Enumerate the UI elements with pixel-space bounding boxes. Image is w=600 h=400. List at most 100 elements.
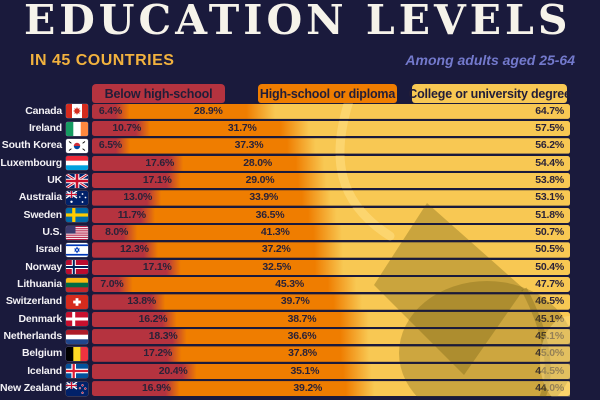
value-below-high-school: 8.0% [105,225,129,238]
value-college: 45.1% [535,312,564,325]
country-label: Norway [25,260,62,273]
iceland-flag-icon [66,364,88,379]
value-below-high-school: 6.5% [98,139,122,152]
value-high-school: 37.2% [261,243,291,256]
value-college: 51.8% [535,208,564,221]
value-below-high-school: 17.1% [142,260,172,273]
value-college: 54.4% [535,156,564,169]
value-college: 56.2% [535,139,564,152]
tagline-age-range: Among adults aged 25-64 [405,52,575,68]
new-zealand-flag-icon [66,381,88,396]
stacked-bar-new-zealand: 16.9% 39.2% 44.0% [92,381,570,397]
value-below-high-school: 10.7% [112,121,142,134]
value-high-school: 31.7% [227,121,257,134]
stacked-bar-south-korea: 6.5% 37.3% 56.2% [92,138,570,154]
south-korea-flag-icon [66,138,88,153]
value-below-high-school: 13.0% [123,191,153,204]
country-label: South Korea [1,139,62,152]
value-high-school: 37.3% [234,139,264,152]
value-high-school: 38.7% [287,312,317,325]
stacked-bar-sweden: 11.7% 36.5% 51.8% [92,207,570,223]
subtitle-countries: IN 45 COUNTRIES [30,52,175,69]
stacked-bar-canada: 6.4% 28.9% 64.7% [92,103,570,119]
value-below-high-school: 7.0% [100,278,124,290]
value-high-school: 28.0% [243,156,272,169]
value-high-school: 36.6% [287,330,317,343]
value-high-school: 39.2% [293,382,323,395]
value-below-high-school: 20.4% [158,364,188,377]
sweden-flag-icon [66,208,88,223]
value-college: 64.7% [535,104,564,117]
value-high-school: 35.1% [290,364,320,377]
value-college: 50.7% [535,225,564,238]
value-below-high-school: 16.2% [138,312,168,325]
ireland-flag-icon [66,121,88,136]
value-college: 47.7% [535,278,564,290]
stacked-bar-u-s-: 8.0% 41.3% 50.7% [92,224,570,241]
stacked-bar-switzerland: 13.8% 39.7% 46.5% [92,294,570,310]
legend-below-high-school: Below high-school [92,84,225,103]
value-high-school: 45.3% [275,278,304,290]
stacked-bar-australia: 13.0% 33.9% 53.1% [92,190,570,206]
country-label: UK [47,173,62,186]
uk-flag-icon [66,173,88,188]
country-label: Switzerland [5,295,62,308]
switzerland-flag-icon [66,295,88,310]
stacked-bar-belgium: 17.2% 37.8% 45.0% [92,346,570,362]
value-college: 46.5% [535,295,564,308]
value-high-school: 33.9% [249,191,279,204]
canada-flag-icon [66,104,88,119]
stacked-bar-luxembourg: 17.6% 28.0% 54.4% [92,155,570,171]
value-college: 53.1% [535,191,564,204]
stacked-bar-ireland: 10.7% 31.7% 57.5% [92,120,570,137]
country-label: Canada [25,104,62,117]
stacked-bar-netherlands: 18.3% 36.6% 45.1% [92,329,570,345]
country-label: Denmark [18,312,62,325]
country-label: New Zealand [0,382,62,395]
belgium-flag-icon [66,347,88,362]
stacked-bar-norway: 17.1% 32.5% 50.4% [92,259,570,276]
country-label: Iceland [27,364,62,377]
country-label: Luxembourg [0,156,62,169]
luxembourg-flag-icon [66,156,88,171]
stacked-bar-israel: 12.3% 37.2% 50.5% [92,242,570,258]
stacked-bar-iceland: 20.4% 35.1% 44.5% [92,363,570,380]
value-college: 45.0% [535,347,564,360]
stacked-bar-lithuania: 7.0% 45.3% 47.7% [92,277,570,293]
stacked-bar-chart: Canada 6.4% 28.9% 64.7% Ireland 10.7% 31… [0,103,600,400]
value-high-school: 41.3% [260,225,290,238]
country-label: Australia [18,191,62,204]
country-label: Ireland [28,121,62,134]
value-below-high-school: 16.9% [142,382,171,395]
stacked-bar-uk: 17.1% 29.0% 53.8% [92,172,570,189]
page-title: EDUCATION LEVELS [24,0,572,44]
value-high-school: 39.7% [280,295,310,308]
value-below-high-school: 6.4% [98,104,122,117]
us-flag-icon [66,225,88,240]
legend: Below high-school High-school or diploma… [0,84,600,103]
norway-flag-icon [66,260,88,275]
country-label: U.S. [42,225,62,238]
value-high-school: 36.5% [255,208,285,221]
value-high-school: 32.5% [262,260,292,273]
value-college: 45.1% [535,330,564,343]
value-high-school: 37.8% [288,347,317,360]
lithuania-flag-icon [66,277,88,292]
value-college: 50.4% [535,260,564,273]
value-below-high-school: 12.3% [120,243,149,256]
value-below-high-school: 13.8% [127,295,156,308]
value-below-high-school: 17.6% [145,156,175,169]
sub-header: IN 45 COUNTRIES Among adults aged 25-64 [30,52,575,72]
australia-flag-icon [66,190,88,205]
value-below-high-school: 17.1% [142,173,172,186]
value-college: 50.5% [535,243,564,256]
value-below-high-school: 18.3% [148,330,178,343]
value-college: 53.8% [535,173,564,186]
country-label: Israel [35,243,62,256]
legend-high-school-or-diploma: High-school or diploma [258,84,397,103]
netherlands-flag-icon [66,329,88,344]
country-label: Belgium [21,347,62,360]
stacked-bar-denmark: 16.2% 38.7% 45.1% [92,311,570,328]
value-high-school: 28.9% [193,104,223,117]
country-label: Netherlands [3,330,63,343]
